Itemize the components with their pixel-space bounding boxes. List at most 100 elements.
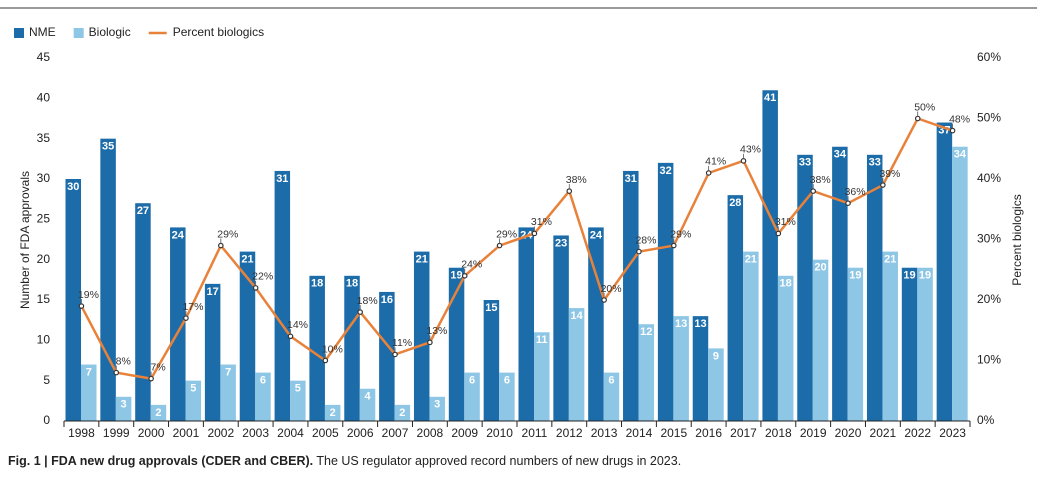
y2-tick-label: 30%	[977, 232, 1001, 246]
y2-tick-label: 40%	[977, 171, 1001, 185]
line-point	[427, 339, 433, 346]
bar	[499, 372, 515, 421]
bar	[394, 404, 411, 421]
x-tick-label: 1999	[103, 426, 130, 440]
percent-label: 38%	[566, 174, 587, 186]
bar-value-label: 6	[504, 375, 510, 387]
percent-label: 10%	[322, 343, 343, 355]
x-tick-label: 2021	[870, 426, 897, 440]
bar-value-label: 21	[416, 254, 428, 266]
bar	[324, 404, 341, 421]
bar-value-label: 34	[954, 149, 967, 161]
y2-tick-label: 20%	[977, 292, 1001, 306]
bar-value-label: 23	[555, 237, 567, 249]
line-point	[671, 242, 677, 249]
x-tick-label: 1998	[68, 426, 95, 440]
legend-label: Biologic	[89, 25, 131, 39]
bar-value-label: 34	[834, 149, 847, 161]
bar-value-label: 4	[364, 391, 371, 403]
y-tick-label: 40	[37, 91, 51, 105]
line-point	[601, 297, 607, 303]
line-point	[148, 375, 154, 382]
bar-value-label: 33	[869, 157, 881, 169]
bar-value-label: 9	[713, 350, 719, 362]
percent-label: 38%	[810, 174, 831, 186]
bar-value-label: 13	[675, 318, 687, 330]
bar	[673, 316, 689, 421]
bar-value-label: 21	[241, 254, 253, 266]
x-tick-label: 2013	[591, 426, 618, 440]
bar	[797, 154, 813, 422]
x-tick-label: 2007	[382, 426, 409, 440]
bar-value-label: 24	[590, 229, 603, 241]
y-tick-label: 30	[37, 171, 51, 185]
percent-label: 36%	[845, 186, 866, 198]
bar-value-label: 18	[346, 278, 358, 290]
bar-value-label: 3	[434, 399, 440, 411]
percent-label: 50%	[914, 101, 935, 113]
percent-label: 24%	[461, 259, 482, 271]
bar	[274, 170, 291, 421]
x-tick-label: 2009	[451, 426, 478, 440]
y2-tick-label: 10%	[977, 353, 1001, 367]
line-point	[636, 248, 642, 255]
x-tick-label: 2020	[835, 426, 862, 440]
bar-value-label: 27	[137, 205, 149, 217]
bar	[309, 275, 325, 421]
caption: Fig. 1 | FDA new drug approvals (CDER an…	[8, 454, 681, 468]
bar	[727, 195, 744, 421]
y2-tick-label: 60%	[977, 50, 1001, 64]
bar-value-label: 19	[919, 270, 931, 282]
percent-label: 19%	[78, 289, 99, 301]
x-tick-label: 2023	[939, 426, 966, 440]
y-tick-label: 45	[37, 50, 51, 64]
bar-value-label: 6	[260, 375, 266, 387]
bar	[588, 227, 604, 421]
bar-value-label: 21	[745, 254, 757, 266]
bar-value-label: 7	[86, 366, 92, 378]
line-point	[740, 158, 747, 164]
bar-value-label: 5	[295, 383, 301, 395]
bar-value-label: 6	[469, 375, 475, 387]
bar	[483, 300, 500, 421]
bar-value-label: 17	[207, 286, 219, 298]
x-tick-label: 2004	[277, 426, 304, 440]
percent-label: 48%	[949, 113, 970, 125]
bar-value-label: 3	[121, 399, 127, 411]
bar	[692, 316, 709, 421]
bar	[185, 380, 202, 421]
bar	[623, 170, 639, 421]
bar-value-label: 7	[225, 366, 231, 378]
bar-value-label: 21	[884, 254, 896, 266]
x-tick-label: 2006	[347, 426, 374, 440]
x-tick-label: 2017	[730, 426, 757, 440]
line-point	[252, 285, 259, 291]
bar-value-label: 41	[764, 92, 776, 104]
bar-value-label: 5	[190, 383, 196, 395]
percent-label: 22%	[252, 271, 273, 283]
caption-text: The US regulator approved record numbers…	[316, 454, 681, 468]
line-point	[218, 242, 224, 249]
bar-value-label: 2	[155, 407, 161, 419]
bar-value-label: 31	[625, 173, 637, 185]
percent-label: 31%	[775, 216, 796, 228]
percent-label: 29%	[217, 228, 238, 240]
bar	[882, 251, 898, 421]
bar	[344, 275, 360, 421]
percent-label: 8%	[116, 355, 131, 367]
bar-value-label: 2	[399, 407, 405, 419]
bar	[65, 179, 81, 421]
bar	[917, 267, 933, 421]
bar	[359, 388, 376, 421]
y2-tick-label: 50%	[977, 111, 1001, 125]
x-tick-label: 2015	[660, 426, 687, 440]
bar	[553, 235, 569, 421]
x-tick-label: 2016	[695, 426, 722, 440]
bar	[429, 396, 445, 421]
legend-swatch	[14, 28, 24, 38]
x-tick-label: 2014	[626, 426, 653, 440]
x-tick-label: 2005	[312, 426, 339, 440]
bar-value-label: 33	[799, 157, 811, 169]
line-point	[531, 230, 538, 237]
